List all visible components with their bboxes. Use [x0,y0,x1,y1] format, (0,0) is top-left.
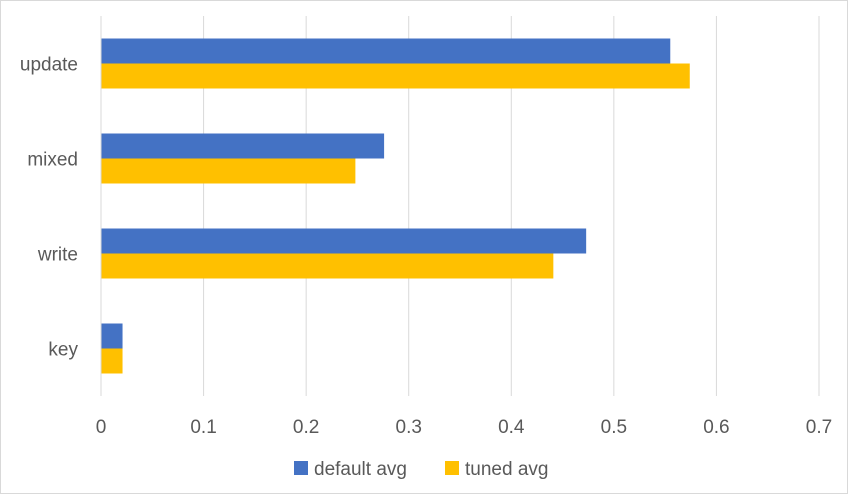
bars [101,38,690,374]
category-label: mixed [27,150,78,171]
bar-tuned-avg-mixed [101,158,356,184]
bar-default-avg-mixed [101,133,385,159]
x-tick-label: 0.5 [601,417,627,438]
bar-tuned-avg-update [101,63,690,89]
bar-tuned-avg-write [101,253,554,279]
legend-label: tuned avg [465,459,548,480]
x-tick-label: 0.6 [703,417,729,438]
axes: 0 0.1 0.2 0.3 0.4 0.5 0.6 0.7 update mixed write ke… [20,16,832,438]
legend-label: default avg [314,459,407,480]
bar-tuned-avg-key [101,348,123,374]
bar-default-avg-write [101,228,587,254]
x-tick-label: 0.7 [806,417,832,438]
legend-swatch [294,461,308,475]
category-label: key [48,340,78,361]
bar-default-avg-update [101,38,671,64]
x-tick-label: 0.2 [293,417,319,438]
x-tick-label: 0.1 [190,417,216,438]
category-label: write [37,245,78,266]
x-tick-label: 0.3 [396,417,422,438]
legend-swatch [445,461,459,475]
x-tick-label: 0.4 [498,417,525,438]
bar-default-avg-key [101,323,123,349]
category-label: update [20,55,78,76]
legend: default avg tuned avg [294,459,548,480]
x-tick-label: 0 [96,417,107,438]
